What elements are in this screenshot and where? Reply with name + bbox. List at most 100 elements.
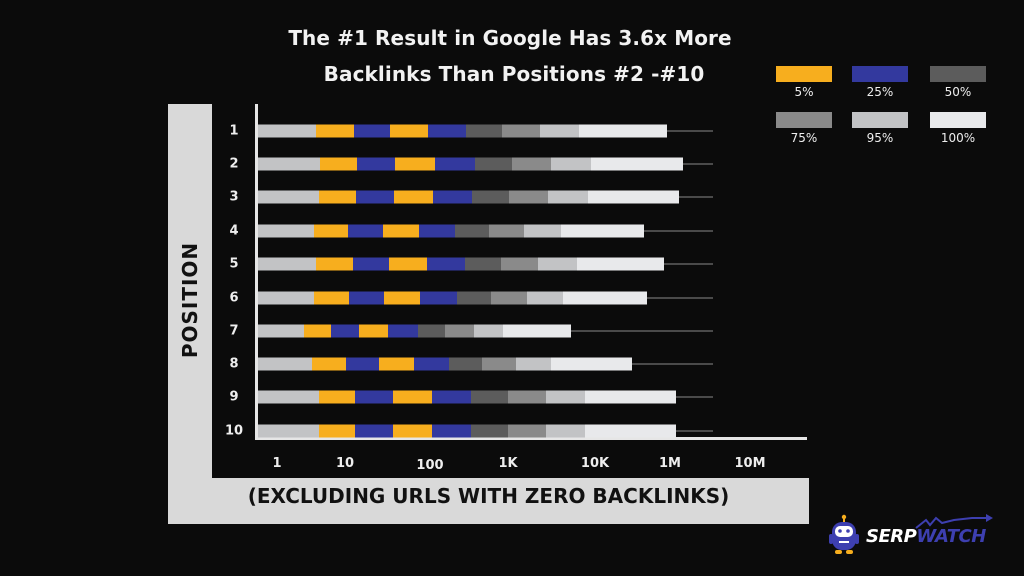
bar-segment [588, 190, 679, 204]
bar-segment [551, 157, 591, 171]
bar-segment [546, 390, 585, 404]
bar-whisker [676, 430, 713, 432]
legend-label: 100% [940, 131, 976, 145]
x-axis-label-panel [168, 478, 809, 524]
bar-segment [353, 257, 389, 271]
y-tick-label: 8 [229, 356, 239, 372]
chart-title-line-1: The #1 Result in Google Has 3.6x More [288, 26, 732, 50]
bar-segment [316, 124, 354, 138]
x-tick-label: 1K [498, 456, 518, 471]
bar-segment [585, 424, 676, 438]
bar-segment [258, 224, 314, 238]
legend-label: 95% [866, 131, 894, 145]
logo-wordmark: SERPWATCH [866, 526, 986, 547]
bar-whisker [683, 163, 713, 165]
legend-item: 100% [930, 112, 986, 145]
bar-segment [474, 324, 503, 338]
bar-position-9 [258, 390, 676, 404]
bar-position-4 [258, 224, 644, 238]
bar-segment [546, 424, 585, 438]
y-tick-label: 2 [229, 156, 239, 172]
bar-whisker [647, 297, 713, 299]
bar-whisker [667, 130, 713, 132]
legend-label: 75% [790, 131, 818, 145]
bar-segment [394, 190, 433, 204]
bar-segment [432, 424, 471, 438]
bar-segment [435, 157, 475, 171]
bar-segment [355, 390, 393, 404]
bar-segment [258, 390, 319, 404]
bar-segment [258, 124, 316, 138]
bar-whisker [632, 363, 713, 365]
bar-segment [304, 324, 331, 338]
x-tick-label: 10K [580, 456, 610, 471]
bar-position-7 [258, 324, 571, 338]
bar-segment [455, 224, 489, 238]
bar-segment [445, 324, 474, 338]
legend-swatch [776, 66, 832, 82]
legend-item: 95% [852, 112, 908, 145]
y-tick-label: 7 [229, 323, 239, 339]
bar-segment [319, 390, 355, 404]
bar-segment [548, 190, 588, 204]
bar-position-2 [258, 157, 683, 171]
legend-item: 75% [776, 112, 832, 145]
bar-whisker [679, 196, 713, 198]
y-axis-label: POSITION [178, 241, 202, 359]
bar-segment [379, 357, 414, 371]
bar-whisker [644, 230, 713, 232]
y-tick-label: 5 [229, 256, 239, 272]
serpwatch-logo: SERPWATCH [826, 514, 996, 558]
bar-segment [503, 324, 571, 338]
bar-segment [551, 357, 632, 371]
x-axis-line [255, 437, 807, 440]
legend-swatch [852, 66, 908, 82]
bar-segment [538, 257, 577, 271]
legend-item: 5% [776, 66, 832, 99]
y-tick-label: 9 [229, 389, 239, 405]
bar-position-10 [258, 424, 676, 438]
bar-segment [348, 224, 383, 238]
bar-segment [383, 224, 419, 238]
bar-segment [561, 224, 644, 238]
bar-segment [388, 324, 418, 338]
bar-whisker [676, 396, 713, 398]
legend-label: 50% [944, 85, 972, 99]
bar-segment [258, 357, 312, 371]
bar-segment [491, 291, 527, 305]
bar-segment [393, 390, 432, 404]
bar-segment [540, 124, 579, 138]
bar-segment [395, 157, 435, 171]
bar-segment [258, 157, 320, 171]
bar-segment [466, 124, 502, 138]
x-tick-label: 1M [659, 456, 681, 471]
x-tick-label: 100 [416, 458, 444, 473]
y-axis-label-panel [168, 104, 212, 524]
bar-segment [359, 324, 388, 338]
bar-segment [591, 157, 683, 171]
bar-segment [563, 291, 647, 305]
bar-position-6 [258, 291, 647, 305]
bar-segment [428, 124, 466, 138]
x-tick-label: 10M [734, 456, 766, 471]
bar-segment [433, 190, 472, 204]
bar-segment [508, 390, 546, 404]
bar-segment [471, 424, 508, 438]
bar-position-1 [258, 124, 667, 138]
bar-segment [258, 291, 314, 305]
legend-item: 50% [930, 66, 986, 99]
bar-segment [414, 357, 449, 371]
bar-segment [509, 190, 548, 204]
bar-segment [320, 157, 357, 171]
bar-segment [349, 291, 384, 305]
bar-segment [527, 291, 563, 305]
bar-segment [419, 224, 455, 238]
x-tick-label: 1 [272, 456, 282, 471]
y-tick-label: 10 [224, 423, 244, 439]
bar-segment [258, 257, 316, 271]
bar-segment [427, 257, 465, 271]
x-axis-label: (EXCLUDING URLS WITH ZERO BACKLINKS) [247, 484, 730, 508]
bar-segment [475, 157, 512, 171]
bar-whisker [571, 330, 713, 332]
y-axis-line [255, 104, 258, 440]
